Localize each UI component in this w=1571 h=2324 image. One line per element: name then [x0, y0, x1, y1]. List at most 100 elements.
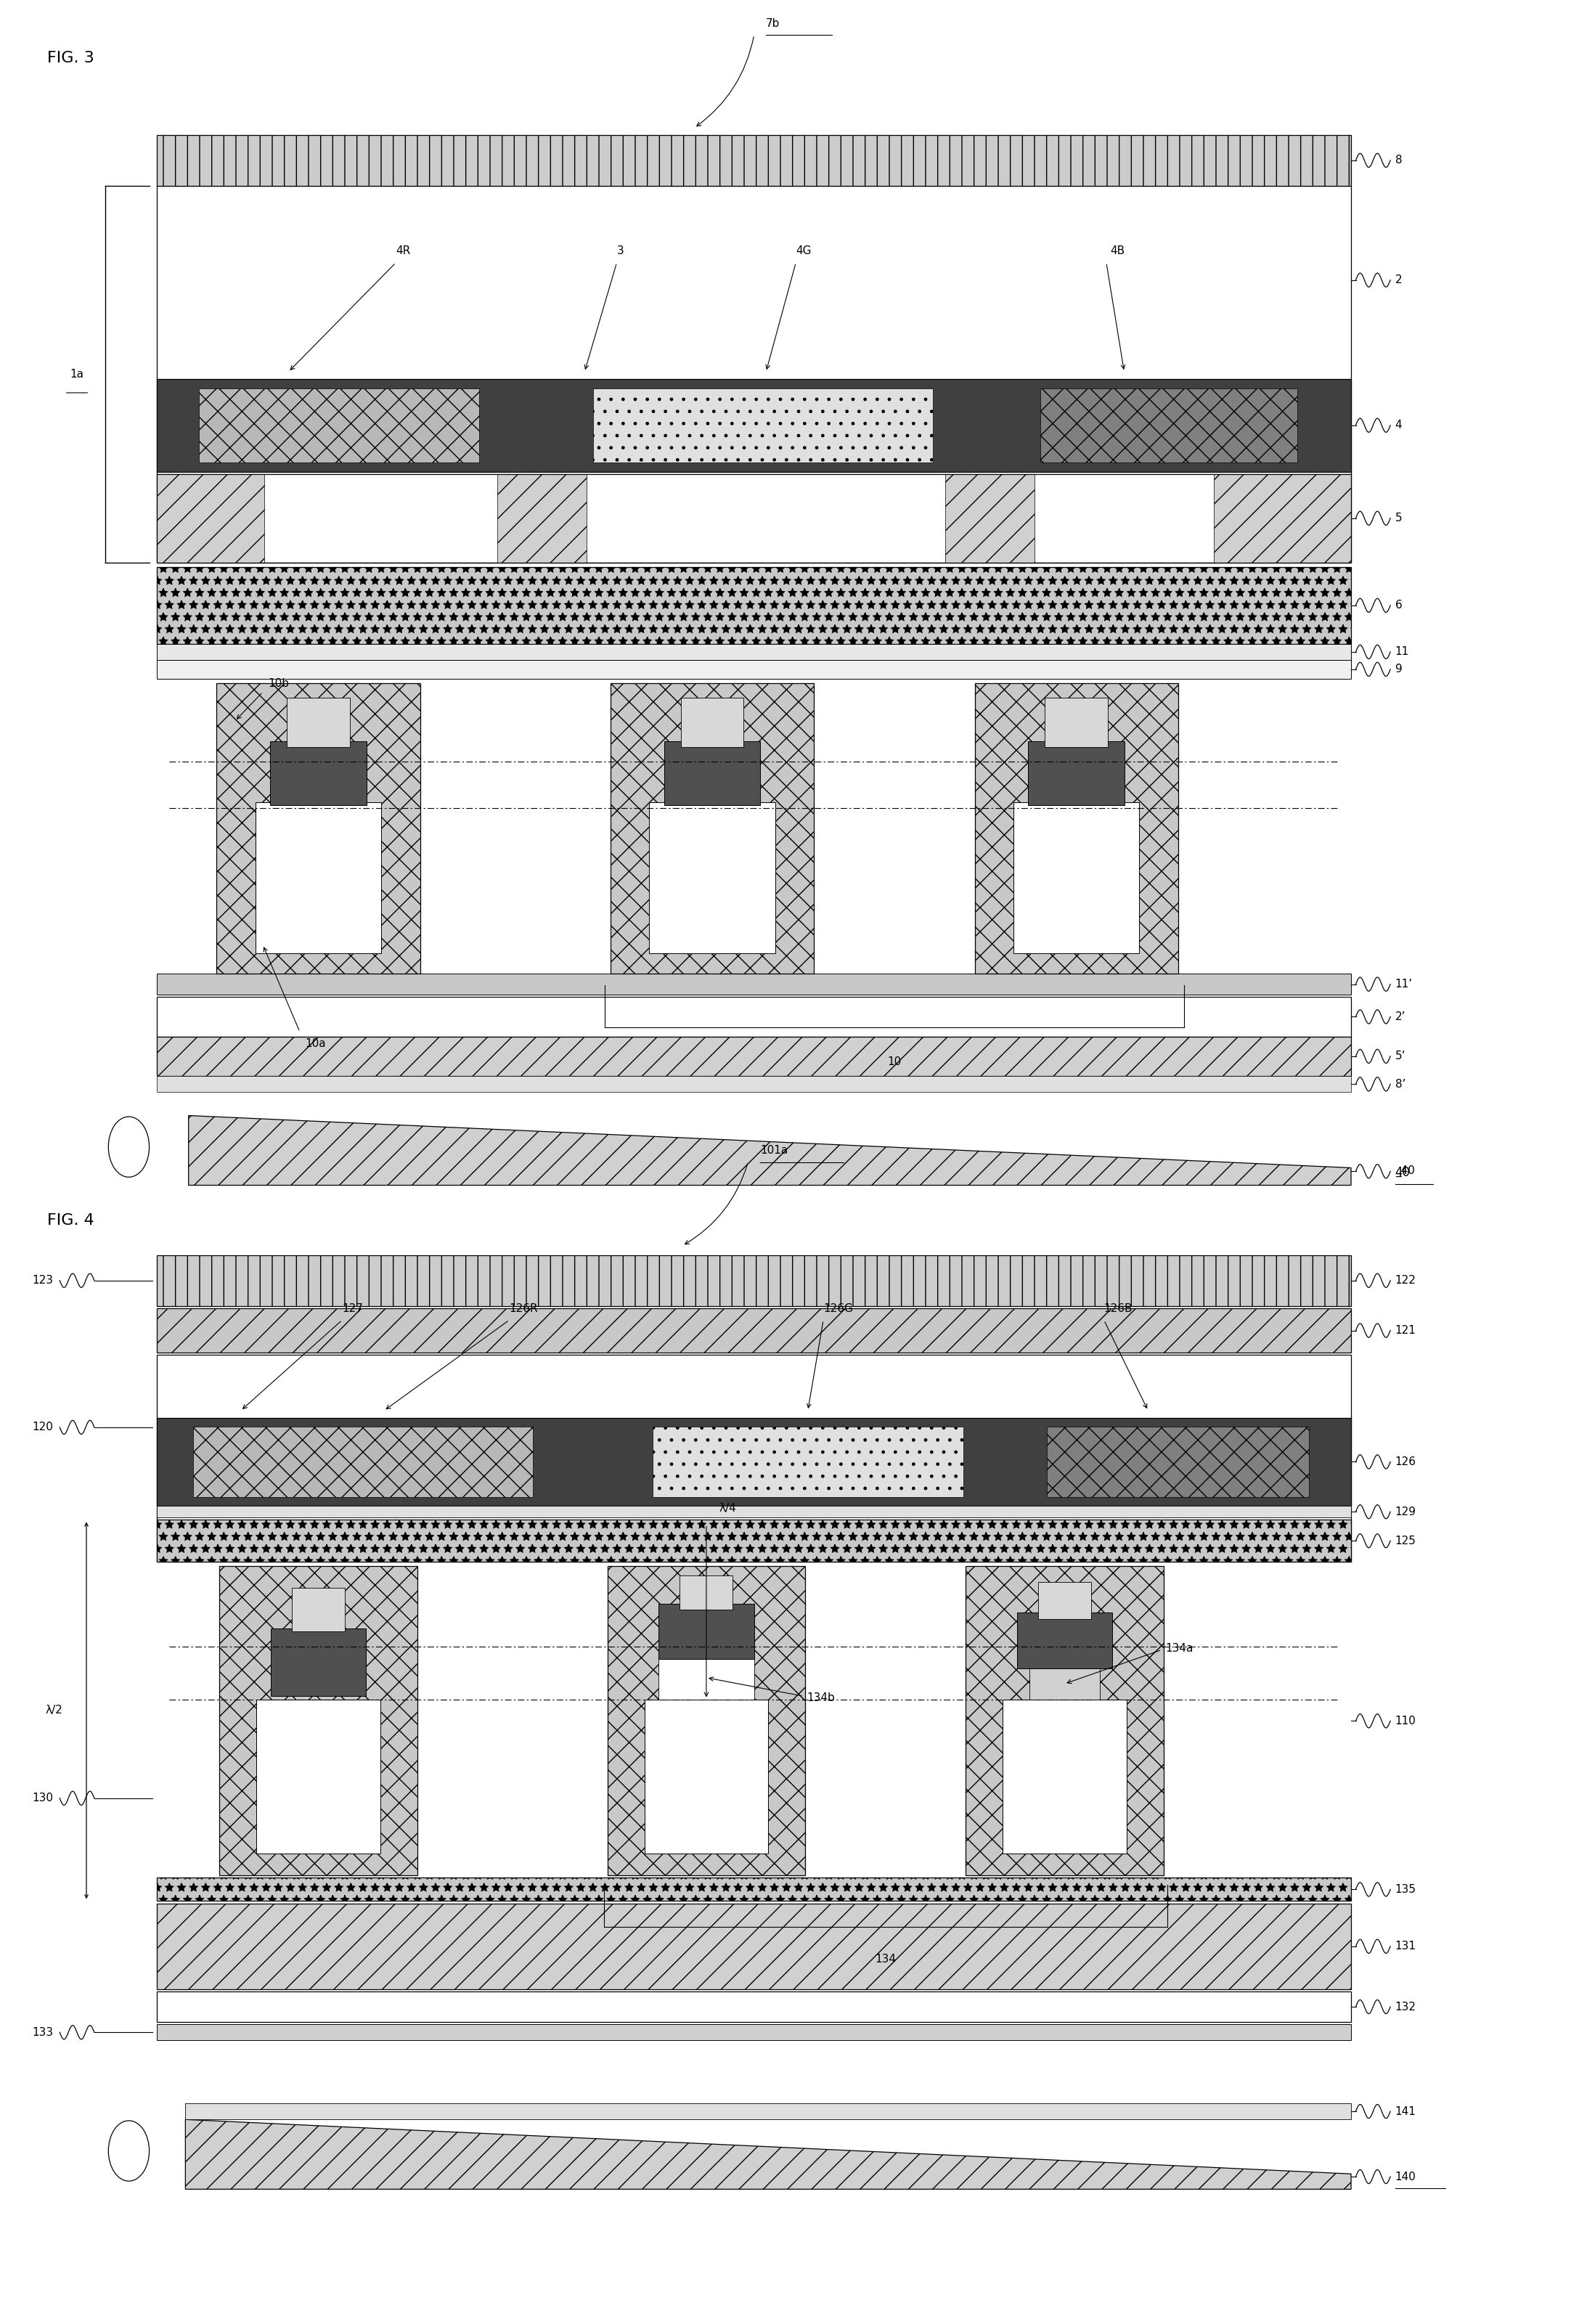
Bar: [658, 1604, 754, 1659]
Bar: [292, 1587, 344, 1631]
Text: 126: 126: [1395, 1457, 1415, 1466]
Text: 4: 4: [1395, 421, 1401, 430]
Text: 123: 123: [33, 1276, 53, 1285]
Bar: [1045, 697, 1108, 748]
Bar: [680, 1576, 732, 1611]
Bar: [157, 1506, 1351, 1518]
Text: 10b: 10b: [269, 679, 289, 688]
Text: 40: 40: [1395, 1167, 1411, 1178]
Text: 4R: 4R: [396, 246, 410, 256]
Bar: [608, 1566, 806, 1875]
Bar: [256, 1699, 380, 1855]
Text: 141: 141: [1395, 2106, 1415, 2117]
Text: 131: 131: [1395, 1941, 1415, 1952]
Bar: [256, 802, 382, 953]
Bar: [157, 567, 1351, 644]
Text: 10a: 10a: [305, 1039, 327, 1048]
Bar: [498, 474, 588, 562]
Bar: [966, 1566, 1164, 1875]
Bar: [644, 1699, 768, 1855]
Text: 127: 127: [342, 1304, 363, 1313]
Text: 110: 110: [1395, 1715, 1415, 1727]
Text: 135: 135: [1395, 1885, 1415, 1894]
Bar: [185, 2103, 1351, 2119]
Bar: [157, 474, 1351, 562]
Text: 120: 120: [33, 1422, 53, 1432]
Circle shape: [108, 2119, 149, 2180]
Text: 11’: 11’: [1395, 978, 1412, 990]
Bar: [287, 697, 350, 748]
Circle shape: [108, 1118, 149, 1178]
Text: 3: 3: [617, 246, 624, 256]
Bar: [1046, 1427, 1309, 1497]
Bar: [1040, 388, 1298, 462]
Bar: [652, 1427, 963, 1497]
Text: 8: 8: [1395, 156, 1401, 165]
Bar: [157, 644, 1351, 660]
Text: λ/2: λ/2: [46, 1706, 63, 1715]
Text: 1a: 1a: [71, 370, 83, 379]
Text: 2’: 2’: [1395, 1011, 1406, 1023]
Text: 9: 9: [1395, 665, 1403, 674]
Bar: [157, 1878, 1351, 1901]
Bar: [1029, 1669, 1100, 1699]
Text: 133: 133: [33, 2027, 53, 2038]
Bar: [157, 2024, 1351, 2040]
Bar: [649, 802, 775, 953]
Text: 5’: 5’: [1395, 1050, 1406, 1062]
Bar: [1029, 741, 1125, 806]
Bar: [220, 1566, 418, 1875]
Text: 126B: 126B: [1104, 1304, 1133, 1313]
Text: 125: 125: [1395, 1536, 1415, 1545]
Bar: [592, 388, 933, 462]
Text: 126R: 126R: [509, 1304, 539, 1313]
Bar: [157, 1037, 1351, 1076]
Text: _40: _40: [1395, 1164, 1414, 1178]
Text: λ/4: λ/4: [720, 1504, 737, 1513]
Text: 4G: 4G: [796, 246, 812, 256]
Bar: [157, 379, 1351, 472]
Text: 6: 6: [1395, 600, 1403, 611]
Text: 126G: 126G: [823, 1304, 853, 1313]
Bar: [270, 1629, 366, 1697]
Text: FIG. 4: FIG. 4: [47, 1213, 94, 1227]
Bar: [1016, 1613, 1112, 1669]
Bar: [665, 741, 760, 806]
Text: 121: 121: [1395, 1325, 1415, 1336]
Bar: [1013, 802, 1139, 953]
Text: 10: 10: [888, 1057, 902, 1067]
Bar: [157, 1255, 1351, 1306]
Text: FIG. 3: FIG. 3: [47, 51, 94, 65]
Bar: [217, 683, 419, 974]
Text: 140: 140: [1395, 2171, 1415, 2182]
Bar: [157, 135, 1351, 186]
Bar: [946, 474, 1035, 562]
Bar: [157, 1355, 1351, 1562]
Bar: [193, 1427, 533, 1497]
Bar: [157, 1076, 1351, 1092]
Bar: [658, 1659, 754, 1699]
Bar: [157, 1992, 1351, 2022]
Text: 7b: 7b: [767, 19, 781, 28]
Bar: [157, 1308, 1351, 1353]
Bar: [157, 474, 264, 562]
Polygon shape: [185, 2119, 1351, 2189]
Bar: [270, 741, 366, 806]
Bar: [157, 1418, 1351, 1506]
Text: 132: 132: [1395, 2001, 1415, 2013]
Text: 101a: 101a: [760, 1146, 787, 1155]
Text: 134a: 134a: [1166, 1643, 1192, 1655]
Bar: [157, 660, 1351, 679]
Bar: [1038, 1583, 1090, 1620]
Text: 134: 134: [875, 1954, 895, 1964]
Text: 130: 130: [33, 1792, 53, 1803]
Text: 11: 11: [1395, 646, 1409, 658]
Bar: [157, 1903, 1351, 1989]
Text: 122: 122: [1395, 1276, 1415, 1285]
Text: 8’: 8’: [1395, 1078, 1406, 1090]
Bar: [611, 683, 814, 974]
Bar: [1214, 474, 1351, 562]
Bar: [1002, 1699, 1126, 1855]
Bar: [200, 388, 479, 462]
Bar: [157, 974, 1351, 995]
